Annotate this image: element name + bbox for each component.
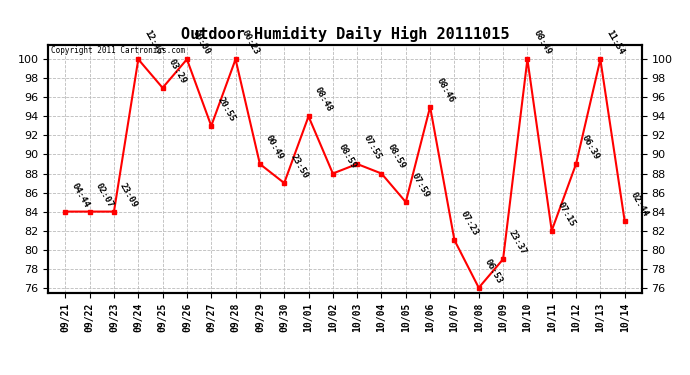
Text: 06:53: 06:53 <box>483 257 504 285</box>
Text: 00:00: 00:00 <box>191 29 213 57</box>
Text: 00:23: 00:23 <box>239 29 261 57</box>
Text: 08:59: 08:59 <box>386 143 407 171</box>
Text: Copyright 2011 Cartronics.com: Copyright 2011 Cartronics.com <box>51 46 186 55</box>
Text: 00:49: 00:49 <box>264 134 285 161</box>
Text: 23:09: 23:09 <box>118 181 139 209</box>
Text: 08:46: 08:46 <box>434 76 455 104</box>
Text: 11:54: 11:54 <box>604 29 626 57</box>
Text: 04:44: 04:44 <box>70 181 90 209</box>
Text: 06:39: 06:39 <box>580 134 602 161</box>
Text: 03:29: 03:29 <box>167 57 188 85</box>
Text: 23:50: 23:50 <box>288 153 310 180</box>
Text: 23:37: 23:37 <box>507 229 529 256</box>
Text: 07:23: 07:23 <box>459 210 480 237</box>
Title: Outdoor Humidity Daily High 20111015: Outdoor Humidity Daily High 20111015 <box>181 27 509 42</box>
Text: 02:07: 02:07 <box>94 181 115 209</box>
Text: 12:45: 12:45 <box>142 29 164 57</box>
Text: 07:15: 07:15 <box>556 200 577 228</box>
Text: 07:55: 07:55 <box>362 134 382 161</box>
Text: 20:55: 20:55 <box>215 95 237 123</box>
Text: 02:44: 02:44 <box>629 190 650 218</box>
Text: 08:49: 08:49 <box>531 29 553 57</box>
Text: 08:59: 08:59 <box>337 143 358 171</box>
Text: 07:59: 07:59 <box>410 171 431 199</box>
Text: 08:48: 08:48 <box>313 86 334 114</box>
